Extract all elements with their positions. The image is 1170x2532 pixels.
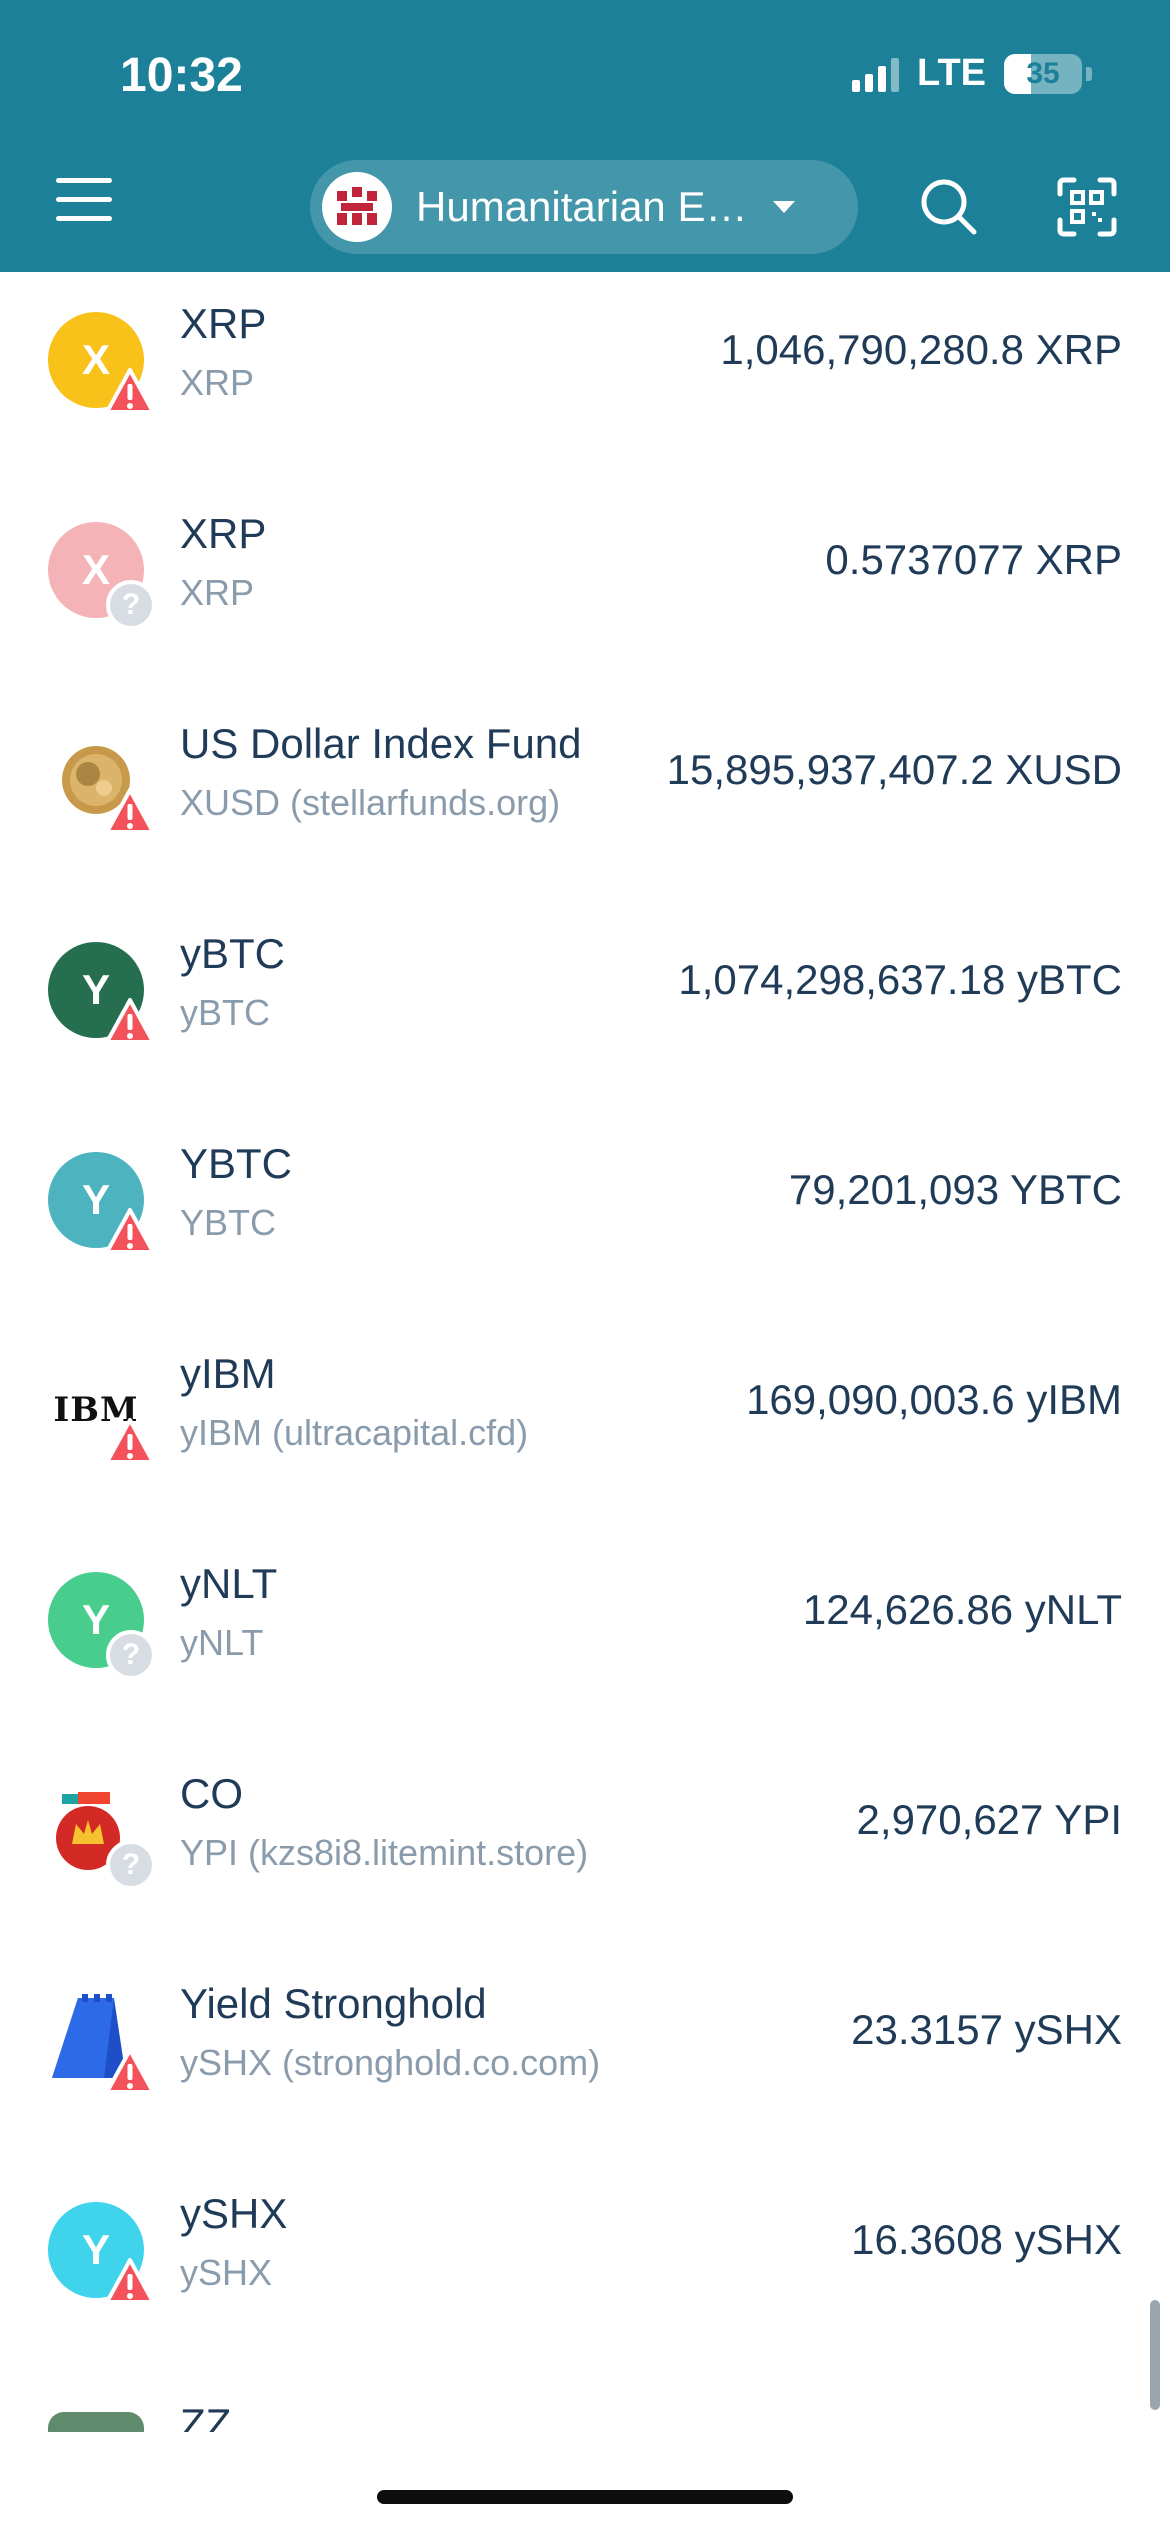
- asset-row-yshx[interactable]: Y ySHX ySHX 16.3608 ySHX: [0, 2162, 1170, 2372]
- asset-icon: ?: [48, 1782, 158, 1892]
- asset-icon: [48, 1992, 158, 2102]
- asset-icon: Y: [48, 1152, 158, 1262]
- account-identicon-icon: [327, 177, 387, 237]
- asset-logo-icon: [48, 2412, 144, 2432]
- hamburger-menu-icon[interactable]: [56, 178, 112, 226]
- asset-row-ybtc[interactable]: Y yBTC yBTC 1,074,298,637.18 yBTC: [0, 902, 1170, 1112]
- app-header: 10:32 LTE 35 Humanitarian E…: [0, 0, 1170, 272]
- asset-amount: 1,046,790,280.8 XRP: [720, 326, 1122, 373]
- unknown-asset-icon: ?: [106, 580, 156, 630]
- asset-code: XRP: [180, 362, 255, 403]
- asset-row-co[interactable]: ? CO YPI (kzs8i8.litemint.store) 2,970,6…: [0, 1742, 1170, 1952]
- asset-amount: 2,970,627 YPI: [856, 1796, 1122, 1843]
- unknown-asset-icon: ?: [106, 1630, 156, 1680]
- crown-shield-icon: [56, 1792, 120, 1870]
- asset-icon: Y ?: [48, 1572, 158, 1682]
- asset-code: ySHX (stronghold.co.com): [180, 2042, 601, 2083]
- asset-icon: Y: [48, 2202, 158, 2312]
- scrollbar[interactable]: [1150, 2300, 1160, 2410]
- asset-row-yield-stronghold[interactable]: Yield Stronghold ySHX (stronghold.co.com…: [0, 1952, 1170, 2162]
- asset-amount: 79,201,093 YBTC: [788, 1166, 1122, 1213]
- asset-amount: 23.3157 ySHX: [851, 2006, 1122, 2053]
- asset-amount: 0.5737077 XRP: [825, 536, 1122, 583]
- asset-code: yIBM (ultracapital.cfd): [180, 1412, 529, 1453]
- asset-icon: [48, 2412, 158, 2432]
- asset-icon: Y: [48, 942, 158, 1052]
- asset-code: ySHX: [180, 2252, 273, 2293]
- asset-name: YBTC: [180, 1140, 293, 1187]
- asset-code: yNLT: [180, 1622, 264, 1663]
- gold-coin-icon: [62, 746, 130, 814]
- asset-row-yibm[interactable]: IBM yIBM yIBM (ultracapital.cfd) 169,090…: [0, 1322, 1170, 1532]
- asset-code: YPI (kzs8i8.litemint.store): [180, 1832, 589, 1873]
- asset-amount: 169,090,003.6 yIBM: [746, 1376, 1122, 1423]
- asset-code: yBTC: [180, 992, 270, 1033]
- asset-amount: 1,074,298,637.18 yBTC: [678, 956, 1122, 1003]
- warning-icon: [105, 1418, 155, 1464]
- asset-code: YBTC: [180, 1202, 277, 1243]
- status-icons: LTE 35: [852, 52, 1092, 95]
- search-icon[interactable]: [918, 176, 978, 236]
- asset-name: US Dollar Index Fund: [180, 720, 582, 767]
- asset-name: yBTC: [180, 930, 285, 977]
- asset-name: yIBM: [180, 1350, 276, 1397]
- asset-logo-icon: Y: [48, 1572, 144, 1668]
- asset-icon: [48, 732, 158, 842]
- signal-icon: [852, 56, 900, 92]
- asset-amount: 16.3608 ySHX: [851, 2216, 1122, 2263]
- asset-row-xrp[interactable]: X XRP XRP 1,046,790,280.8 XRP: [0, 272, 1170, 482]
- asset-icon: X ?: [48, 522, 158, 632]
- network-label: LTE: [917, 52, 986, 94]
- asset-name: Yield Stronghold: [180, 1980, 487, 2027]
- asset-amount: 124,626.86 yNLT: [802, 1586, 1122, 1633]
- battery-level: 35: [1026, 56, 1060, 90]
- asset-name: ZZ: [180, 2400, 232, 2432]
- asset-name: XRP: [180, 510, 267, 557]
- asset-name: ySHX: [180, 2190, 288, 2237]
- asset-code: XRP: [180, 572, 255, 613]
- asset-icon: IBM: [48, 1362, 158, 1472]
- asset-code: XUSD (stellarfunds.org): [180, 782, 561, 823]
- unknown-asset-icon: ?: [106, 1840, 156, 1890]
- asset-row-xusd[interactable]: US Dollar Index Fund XUSD (stellarfunds.…: [0, 692, 1170, 902]
- asset-row-ynlt[interactable]: Y ? yNLT yNLT 124,626.86 yNLT: [0, 1532, 1170, 1742]
- asset-name: CO: [180, 1770, 243, 1817]
- warning-icon: [105, 2258, 155, 2304]
- account-name: Humanitarian E…: [416, 183, 748, 230]
- asset-row-ybtc-upper[interactable]: Y YBTC YBTC 79,201,093 YBTC: [0, 1112, 1170, 1322]
- warning-icon: [105, 998, 155, 1044]
- warning-icon: [105, 788, 155, 834]
- asset-row-xrp-2[interactable]: X ? XRP XRP 0.5737077 XRP: [0, 482, 1170, 692]
- home-indicator[interactable]: [377, 2490, 793, 2504]
- status-time: 10:32: [120, 49, 243, 102]
- asset-row-zz[interactable]: ZZ: [0, 2372, 1170, 2432]
- asset-name: XRP: [180, 300, 267, 347]
- tower-icon: [52, 1994, 126, 2078]
- asset-amount: 15,895,937,407.2 XUSD: [666, 746, 1122, 793]
- qr-scan-icon[interactable]: [1056, 176, 1118, 238]
- account-selector[interactable]: Humanitarian E…: [310, 160, 858, 254]
- asset-icon: X: [48, 312, 158, 422]
- account-avatar: [322, 172, 392, 242]
- battery-icon: 35: [1004, 53, 1082, 94]
- warning-icon: [105, 2048, 155, 2094]
- asset-name: yNLT: [180, 1560, 278, 1607]
- warning-icon: [105, 1208, 155, 1254]
- chevron-down-icon: [773, 201, 796, 213]
- warning-icon: [105, 368, 155, 414]
- asset-list: X XRP XRP 1,046,790,280.8 XRP X ? XRP XR…: [0, 272, 1170, 2432]
